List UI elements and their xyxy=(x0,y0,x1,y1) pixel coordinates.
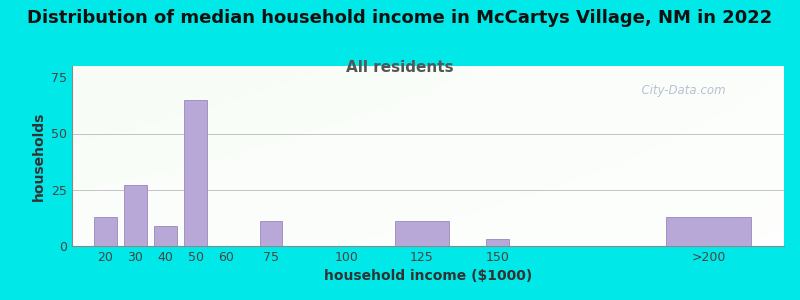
Y-axis label: households: households xyxy=(31,111,46,201)
Bar xyxy=(184,100,207,246)
Bar xyxy=(486,239,509,246)
Bar xyxy=(124,185,146,246)
X-axis label: household income ($1000): household income ($1000) xyxy=(324,269,532,284)
Text: City-Data.com: City-Data.com xyxy=(634,84,726,97)
Text: All residents: All residents xyxy=(346,60,454,75)
Bar xyxy=(154,226,177,246)
Bar xyxy=(260,221,282,246)
Bar xyxy=(94,217,117,246)
Bar xyxy=(666,217,751,246)
Bar xyxy=(395,221,449,246)
Text: Distribution of median household income in McCartys Village, NM in 2022: Distribution of median household income … xyxy=(27,9,773,27)
